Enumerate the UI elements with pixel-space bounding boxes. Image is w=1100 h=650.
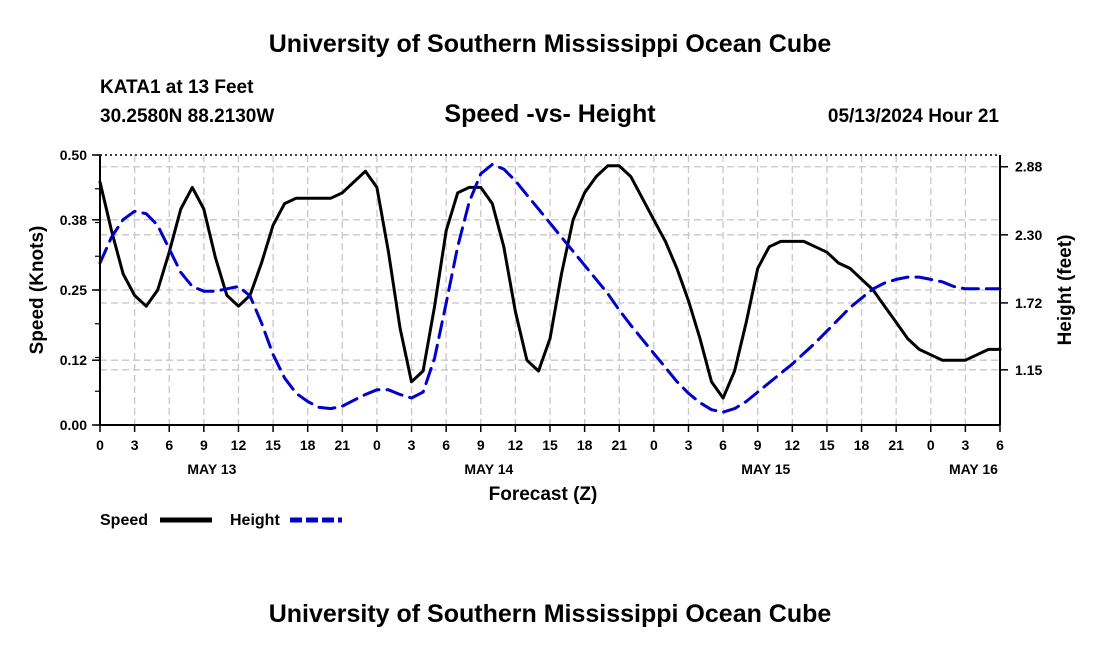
y2-axis-title: Height (feet): [1055, 235, 1076, 346]
y-tick-label: 0.12: [60, 352, 87, 368]
forecast-run-time: 05/13/2024 Hour 21: [827, 106, 999, 127]
x-tick-label: 6: [442, 437, 450, 453]
labels-layer: 0 3 6 9 12 15 18 21 0 3 6 9 12 15 18 21 0 3 6 9 12 15 18 21 0 3 6M…: [27, 147, 1076, 505]
x-tick-label: 3: [131, 437, 139, 453]
x-tick-label: 21: [611, 437, 627, 453]
grid-layer: [100, 155, 1000, 425]
axes-layer: [92, 154, 1008, 432]
page-title: University of Southern Mississippi Ocean…: [268, 30, 832, 58]
y2-tick-label: 1.15: [1015, 362, 1042, 378]
y-tick-label: 0.25: [60, 282, 87, 298]
height-series-line: [98, 162, 1002, 414]
x-tick-label: 12: [231, 437, 247, 453]
y2-tick-label: 2.88: [1015, 159, 1042, 175]
x-tick-label: 15: [819, 437, 835, 453]
series-layer: [98, 162, 1002, 414]
x-tick-label: 3: [408, 437, 416, 453]
x-tick-label: 6: [996, 437, 1004, 453]
footer-title: University of Southern Mississippi Ocean…: [268, 600, 832, 628]
x-tick-label: 15: [542, 437, 558, 453]
x-tick-label: 3: [961, 437, 969, 453]
x-tick-label: 9: [200, 437, 208, 453]
date-label: MAY 16: [949, 461, 998, 477]
legend: Speed Height: [100, 512, 342, 529]
x-tick-label: 21: [335, 437, 351, 453]
station-coordinates: 30.2580N 88.2130W: [100, 106, 275, 127]
y2-tick-label: 2.30: [1015, 227, 1042, 243]
x-tick-label: 21: [888, 437, 904, 453]
legend-label-height: Height: [230, 512, 280, 529]
x-tick-label: 6: [165, 437, 173, 453]
x-tick-label: 18: [300, 437, 316, 453]
x-tick-label: 15: [265, 437, 281, 453]
date-label: MAY 15: [741, 461, 790, 477]
x-tick-label: 3: [685, 437, 693, 453]
y-tick-label: 0.50: [60, 147, 87, 163]
y-axis-title: Speed (Knots): [27, 226, 48, 355]
x-tick-label: 18: [854, 437, 870, 453]
x-axis-title: Forecast (Z): [489, 484, 598, 505]
x-tick-label: 9: [477, 437, 485, 453]
x-tick-label: 0: [373, 437, 381, 453]
chart-title: Speed -vs- Height: [444, 100, 656, 128]
y-tick-label: 0.00: [60, 417, 87, 433]
x-tick-label: 12: [508, 437, 524, 453]
date-label: MAY 14: [464, 461, 513, 477]
x-tick-label: 18: [577, 437, 593, 453]
date-label: MAY 13: [187, 461, 236, 477]
x-tick-label: 0: [96, 437, 104, 453]
x-tick-label: 9: [754, 437, 762, 453]
y2-tick-label: 1.72: [1015, 295, 1042, 311]
x-tick-label: 12: [785, 437, 801, 453]
y-tick-label: 0.38: [60, 212, 87, 228]
x-tick-label: 0: [927, 437, 935, 453]
station-label: KATA1 at 13 Feet: [100, 77, 254, 98]
x-tick-label: 0: [650, 437, 658, 453]
x-tick-label: 6: [719, 437, 727, 453]
legend-label-speed: Speed: [100, 512, 148, 529]
